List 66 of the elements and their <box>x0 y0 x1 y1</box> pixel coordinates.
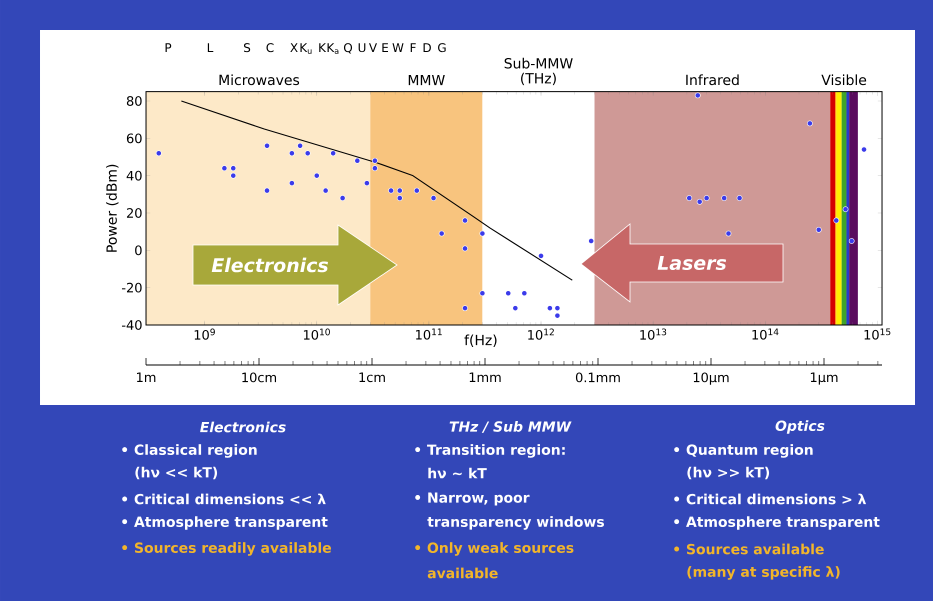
y-tick-label: -40 <box>122 320 142 330</box>
x-tick-label: 10$^{14}$ <box>752 328 778 340</box>
text: X <box>290 43 298 52</box>
x-axis-title: f(Hz) <box>464 334 497 347</box>
text: • Transition region: <box>415 444 565 458</box>
y-tick-label: 80 <box>126 96 142 106</box>
band-label: Sub-MMW (THz) <box>504 58 573 86</box>
text: • Critical dimensions << λ <box>122 494 326 504</box>
text: • Sources available <box>674 544 824 554</box>
text: • Atmosphere transparent <box>122 516 328 530</box>
y-tick-label: 40 <box>126 170 142 181</box>
text: • Only weak sources <box>415 542 574 556</box>
band-label: MMW <box>408 74 445 86</box>
text: E <box>382 43 388 52</box>
x-tick-label: 10$^{11}$ <box>416 328 442 340</box>
text: • Atmosphere transparent <box>674 516 880 530</box>
text: Electronics <box>200 422 286 432</box>
text: hν ~ kT <box>428 468 487 478</box>
annotation: Electronics <box>212 258 328 272</box>
y-tick-label: 60 <box>126 133 142 144</box>
text: K$_{u}$ <box>300 43 312 54</box>
text: • Classical region <box>122 444 257 458</box>
text: 0.1mm <box>576 372 620 382</box>
y-tick-label: 20 <box>126 208 142 218</box>
text: 1m <box>137 372 156 382</box>
text: G <box>438 43 446 52</box>
y-tick-label: -20 <box>122 282 142 293</box>
text: 1cm <box>359 372 385 382</box>
band-label: Infrared <box>686 74 739 86</box>
text: (hν >> kT) <box>687 466 770 480</box>
text: transparency windows <box>427 516 604 530</box>
text: 10cm <box>242 372 276 382</box>
band-label: Microwaves <box>220 74 300 86</box>
text: S <box>244 43 250 52</box>
text: (many at specific λ) <box>687 566 840 580</box>
text: K$_{a}$ <box>328 43 338 54</box>
text: D <box>424 43 431 52</box>
x-tick-label: 10$^{12}$ <box>528 328 554 340</box>
text: L <box>208 43 214 52</box>
text: V <box>369 43 377 52</box>
x-tick-label: 10$^{15}$ <box>864 328 890 340</box>
text: F <box>410 43 416 52</box>
text: C <box>266 43 274 52</box>
text: 1mm <box>470 372 501 382</box>
text: Optics <box>776 420 824 434</box>
text: P <box>166 43 172 52</box>
text: available <box>428 568 498 578</box>
text: • Sources readily available <box>122 542 331 556</box>
text: K <box>319 43 326 52</box>
text: 1µm <box>810 372 838 385</box>
text: U <box>358 43 366 52</box>
text: (hν << kT) <box>135 466 218 480</box>
x-tick-label: 10$^{10}$ <box>304 328 330 340</box>
text: • Critical dimensions > λ <box>674 494 866 504</box>
band-label: Visible <box>821 74 866 86</box>
x-tick-label: 10$^{9}$ <box>194 328 215 340</box>
text: • Narrow, poor <box>415 492 530 506</box>
text: 10µm <box>694 372 729 385</box>
y-tick-label: 0 <box>135 245 142 256</box>
text: W <box>392 43 404 52</box>
text: THz / Sub MMW <box>450 421 572 433</box>
annotation: Lasers <box>658 256 726 270</box>
x-tick-label: 10$^{13}$ <box>640 328 666 340</box>
text: Q <box>344 43 352 54</box>
text: • Quantum region <box>674 444 813 458</box>
y-axis-title: Power (dBm) <box>106 164 119 252</box>
